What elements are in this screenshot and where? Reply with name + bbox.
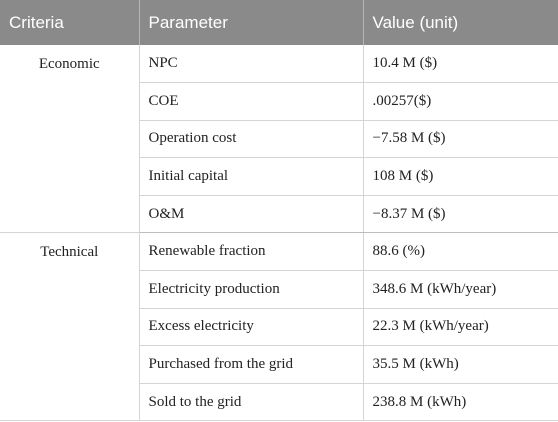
table-row: Operation cost −7.58 M ($) xyxy=(0,120,558,159)
table-row: COE .00257($) xyxy=(0,82,558,121)
table-row: Electricity production 348.6 M (kWh/year… xyxy=(0,270,558,309)
table-row: Excess electricity 22.3 M (kWh/year) xyxy=(0,308,558,347)
parameter-cell: Excess electricity xyxy=(139,308,364,347)
value-cell: −8.37 M ($) xyxy=(363,195,558,234)
parameter-cell: O&M xyxy=(139,195,364,234)
value-cell: 35.5 M (kWh) xyxy=(363,345,558,384)
parameter-cell: Purchased from the grid xyxy=(139,345,364,384)
parameter-cell: Sold to the grid xyxy=(139,383,364,422)
parameter-cell: Initial capital xyxy=(139,157,364,196)
header-criteria: Criteria xyxy=(0,0,140,45)
value-cell: 238.8 M (kWh) xyxy=(363,383,558,422)
table-row: Economic NPC 10.4 M ($) xyxy=(0,45,558,234)
parameter-cell: Electricity production xyxy=(139,270,364,309)
header-row: Criteria Parameter Value (unit) xyxy=(0,0,558,45)
table-row: Sold to the grid 238.8 M (kWh) xyxy=(0,383,558,422)
header-parameter: Parameter xyxy=(139,0,364,45)
criteria-technical: Technical xyxy=(0,232,140,422)
criteria-economic: Economic xyxy=(0,45,140,234)
value-cell: −7.58 M ($) xyxy=(363,120,558,159)
table-row: Technical Renewable fraction 88.6 (%) xyxy=(0,232,558,422)
parameter-cell: Operation cost xyxy=(139,120,364,159)
value-cell: 88.6 (%) xyxy=(363,232,558,272)
table-header: Criteria Parameter Value (unit) xyxy=(0,0,558,45)
value-cell: 108 M ($) xyxy=(363,157,558,196)
parameter-cell: COE xyxy=(139,82,364,121)
value-cell: 348.6 M (kWh/year) xyxy=(363,270,558,309)
table-row: O&M −8.37 M ($) xyxy=(0,195,558,234)
value-cell: 22.3 M (kWh/year) xyxy=(363,308,558,347)
value-cell: .00257($) xyxy=(363,82,558,121)
parameter-cell: NPC xyxy=(139,45,364,84)
table-row: Purchased from the grid 35.5 M (kWh) xyxy=(0,345,558,384)
header-value: Value (unit) xyxy=(363,0,558,45)
parameter-cell: Renewable fraction xyxy=(139,232,364,272)
table-row: Initial capital 108 M ($) xyxy=(0,157,558,196)
table-body: Economic NPC 10.4 M ($) COE .00257($) Op… xyxy=(0,45,558,422)
value-cell: 10.4 M ($) xyxy=(363,45,558,84)
